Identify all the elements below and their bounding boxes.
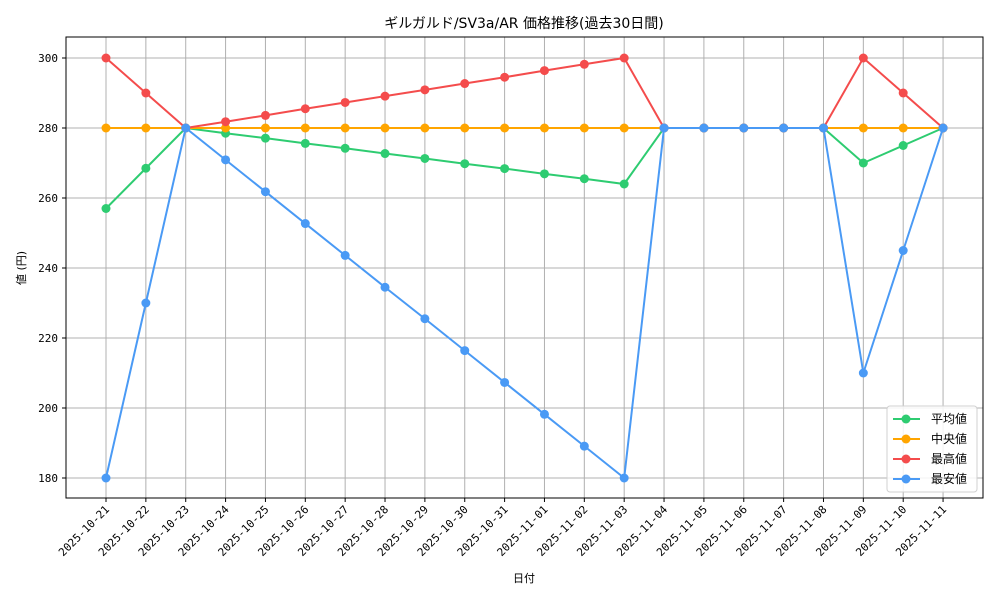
data-point [779,123,789,133]
data-point [460,79,470,89]
data-point [141,298,151,308]
y-axis-label: 値 (円) [15,251,28,285]
legend-label: 最安値 [931,471,967,486]
data-point [300,219,310,229]
data-point [898,123,908,133]
data-point [818,123,828,133]
data-point [619,123,629,133]
data-point [340,250,350,260]
data-point [380,282,390,292]
data-point [858,53,868,63]
data-point [260,110,270,120]
data-point [101,53,111,63]
data-point [500,72,510,82]
data-point [300,138,310,148]
legend-label: 中央値 [931,431,967,446]
data-point [420,123,430,133]
data-point [539,123,549,133]
data-point [539,409,549,419]
y-tick-label: 300 [38,52,58,65]
data-point [420,85,430,95]
data-point [221,155,231,165]
data-point [579,174,589,184]
data-point [221,123,231,133]
data-point [619,179,629,189]
data-point [340,143,350,153]
data-point [101,473,111,483]
data-point [260,133,270,143]
data-point [420,153,430,163]
data-point [579,123,589,133]
data-point [300,123,310,133]
data-point [858,158,868,168]
y-tick-label: 240 [38,262,58,275]
data-point [141,123,151,133]
data-point [460,159,470,169]
data-point [380,91,390,101]
y-tick-label: 280 [38,122,58,135]
legend-label: 平均値 [931,411,967,426]
data-point [739,123,749,133]
series-line [105,126,945,480]
data-point [300,104,310,114]
data-point [898,88,908,98]
data-point [659,123,669,133]
data-point [260,187,270,197]
data-point [380,149,390,159]
y-tick-label: 260 [38,192,58,205]
data-point [141,88,151,98]
data-point [340,123,350,133]
x-axis-label: 日付 [513,572,535,585]
data-point [500,164,510,174]
data-point [858,368,868,378]
data-point [420,314,430,324]
series-line [105,126,944,210]
data-point [500,377,510,387]
data-point [619,53,629,63]
series-line [105,56,944,130]
data-point [539,169,549,179]
data-point [141,163,151,173]
data-point [460,123,470,133]
y-tick-label: 200 [38,402,58,415]
legend-label: 最高値 [931,451,967,466]
y-axis-ticks: 180 200 220 240 260 280 300 [38,52,66,485]
data-point [898,246,908,255]
data-point [539,66,549,76]
chart-title: ギルガルド/SV3a/AR 価格推移(過去30日間) [384,16,663,32]
x-axis-ticks: 2025-10-212025-10-222025-10-232025-10-24… [56,498,949,559]
data-point [101,123,111,133]
data-point [340,97,350,107]
y-tick-label: 180 [38,472,58,485]
data-point [699,123,709,133]
data-point [221,117,231,127]
y-tick-label: 220 [38,332,58,345]
data-point [579,441,589,451]
data-point [500,123,510,133]
data-point [460,346,470,356]
data-point [181,123,191,133]
data-point [380,123,390,133]
data-point [938,123,948,133]
data-point [898,141,908,150]
series-lines [101,53,948,483]
data-point [858,123,868,133]
data-point [260,123,270,133]
data-point [619,473,629,483]
data-point [579,59,589,69]
data-point [101,204,111,213]
